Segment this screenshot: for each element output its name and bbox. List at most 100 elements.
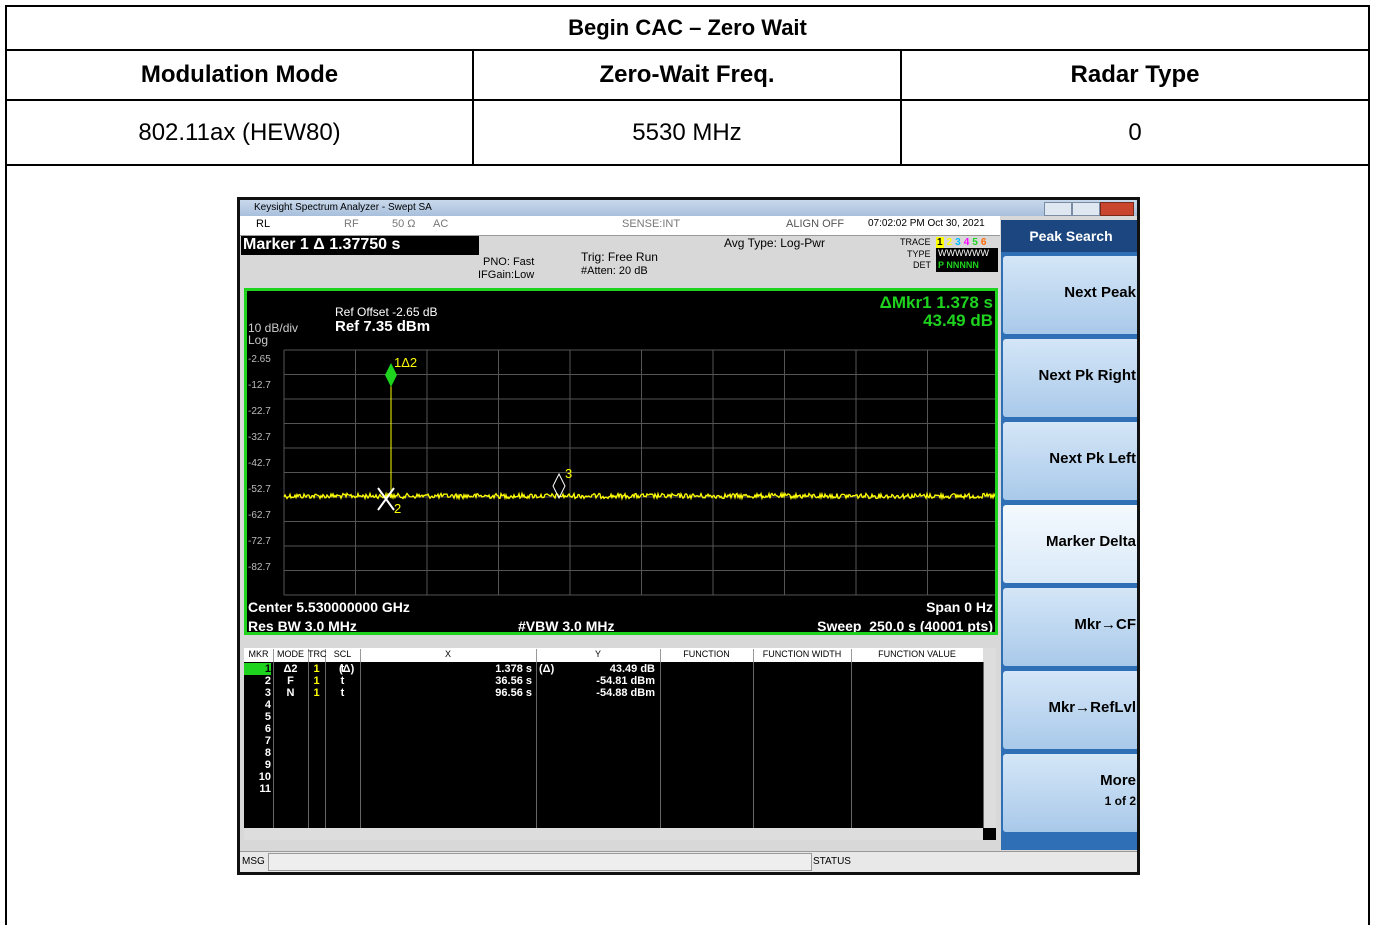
softkey-label: Next Pk Left bbox=[1049, 450, 1136, 467]
msg-label: MSG bbox=[242, 856, 265, 867]
det-value: P NNNNN bbox=[938, 260, 979, 270]
softkey-title: Peak Search bbox=[1001, 220, 1137, 252]
y-axis-label: -72.7 bbox=[248, 536, 271, 547]
scale: t bbox=[340, 675, 345, 687]
column-divider bbox=[660, 662, 661, 828]
header-cell: Modulation Mode bbox=[140, 61, 339, 88]
trace-label: TRACE bbox=[900, 237, 931, 247]
softkey-label: Next Pk Right bbox=[1038, 367, 1136, 384]
softkey[interactable]: Next Pk Right bbox=[1003, 339, 1137, 417]
row-number: 1 bbox=[244, 663, 271, 675]
column-header: FUNCTION bbox=[660, 649, 754, 662]
row-number: 7 bbox=[264, 735, 271, 747]
minimize-button[interactable] bbox=[1044, 202, 1072, 216]
softkey[interactable]: Mkr→CF bbox=[1003, 588, 1137, 666]
marker-table: MKR MODE TRC SCL X Y FUNCTION FUNCTION WIDTH FUN… bbox=[244, 648, 996, 840]
softkey[interactable]: More 1 of 2 bbox=[1003, 754, 1137, 832]
trig: Trig: Free Run bbox=[581, 250, 658, 264]
row-number: 4 bbox=[264, 699, 271, 711]
column-divider bbox=[753, 662, 754, 828]
column-divider bbox=[983, 662, 984, 828]
y-axis-label: -22.7 bbox=[248, 406, 271, 417]
cell: 5530 MHz bbox=[632, 118, 742, 146]
res-bw: Res BW 3.0 MHz bbox=[248, 618, 357, 634]
header-cell: Radar Type bbox=[1070, 61, 1200, 88]
mode: Δ2 bbox=[283, 663, 298, 675]
column-divider bbox=[536, 662, 537, 828]
border bbox=[472, 50, 474, 165]
trace: 1 bbox=[313, 687, 320, 699]
column-header: SCL bbox=[325, 649, 361, 662]
column-header: X bbox=[360, 649, 537, 662]
row-number: 3 bbox=[264, 687, 271, 699]
border bbox=[5, 5, 1370, 7]
softkey[interactable]: Next Pk Left bbox=[1003, 422, 1137, 500]
table-title: Begin CAC – Zero Wait bbox=[568, 15, 807, 40]
span: Span 0 Hz bbox=[926, 599, 993, 615]
close-button[interactable] bbox=[1100, 202, 1134, 216]
ifgain: IFGain:Low bbox=[478, 269, 535, 281]
row-number: 9 bbox=[264, 759, 271, 771]
scrollbar bbox=[983, 648, 996, 828]
scale-type: Log bbox=[248, 333, 269, 347]
vbw: #VBW 3.0 MHz bbox=[518, 618, 615, 634]
y-value: -54.81 dBm bbox=[596, 675, 655, 687]
center: Center 5.530000000 GHz bbox=[248, 599, 410, 615]
softkey[interactable]: Marker Delta bbox=[1003, 505, 1137, 583]
status-sense: SENSE:INT bbox=[622, 218, 681, 230]
softkey-label: Mkr→CF bbox=[1074, 616, 1136, 633]
h-scrollbar bbox=[244, 828, 983, 840]
softkey-page: 1 of 2 bbox=[1104, 794, 1136, 808]
column-header: MKR bbox=[244, 649, 274, 662]
marker-x bbox=[377, 487, 395, 511]
softkey-label: Marker Delta bbox=[1045, 533, 1136, 550]
y-axis-label: -32.7 bbox=[248, 432, 271, 443]
column-header: TRC bbox=[308, 649, 327, 662]
y-axis-label: -2.65 bbox=[248, 354, 271, 365]
column-divider bbox=[325, 662, 326, 828]
header-cell: Zero-Wait Freq. bbox=[599, 61, 775, 88]
x-value: 1.378 s bbox=[495, 663, 532, 675]
trace-number: 6 bbox=[980, 237, 987, 248]
x-value: 96.56 s bbox=[495, 687, 532, 699]
message-field bbox=[268, 853, 812, 871]
maximize-button[interactable] bbox=[1072, 202, 1100, 216]
trace-number: 2 bbox=[946, 237, 953, 248]
scale: t bbox=[340, 663, 345, 675]
status-coupling: AC bbox=[433, 218, 449, 230]
border bbox=[5, 5, 7, 925]
delta-value: 43.49 dB bbox=[923, 311, 993, 330]
y-axis-label: -52.7 bbox=[248, 484, 271, 495]
trace-number: 4 bbox=[963, 237, 970, 248]
column-header: FUNCTION WIDTH bbox=[753, 649, 852, 662]
ref-offset: Ref Offset -2.65 dB bbox=[335, 305, 438, 319]
y-axis-label: -42.7 bbox=[248, 458, 271, 469]
delta-marker: ΔMkr1 1.378 s bbox=[879, 293, 993, 312]
marker-label: 3 bbox=[565, 466, 573, 481]
status-datetime: 07:02:02 PM Oct 30, 2021 bbox=[868, 218, 985, 229]
softkey-panel: Peak Search Next Peak Next Pk Right Next P… bbox=[1001, 220, 1137, 850]
softkey[interactable]: Next Peak bbox=[1003, 256, 1137, 334]
y-axis-label: -82.7 bbox=[248, 562, 271, 573]
trace-number: 5 bbox=[972, 237, 978, 248]
cell: 802.11ax (HEW80) bbox=[138, 118, 341, 146]
atten: #Atten: 20 dB bbox=[581, 265, 648, 277]
mode: N bbox=[286, 687, 295, 699]
status-rf: RF bbox=[344, 218, 359, 230]
trace-box bbox=[936, 248, 998, 272]
marker-diamond bbox=[385, 363, 397, 387]
marker-diamond-outline bbox=[552, 472, 566, 500]
y-value: 43.49 dB bbox=[609, 663, 655, 675]
sweep: Sweep 250.0 s (40001 pts) bbox=[817, 618, 993, 634]
row-number: 2 bbox=[264, 675, 271, 687]
row-number: 10 bbox=[258, 771, 271, 783]
softkey[interactable]: Mkr→RefLvl bbox=[1003, 671, 1137, 749]
cell: 0 bbox=[1128, 118, 1142, 146]
table-header bbox=[244, 648, 996, 662]
border bbox=[1368, 5, 1370, 925]
det-label: DET bbox=[913, 260, 931, 270]
ref-level: Ref 7.35 dBm bbox=[335, 318, 431, 335]
x-value: 36.56 s bbox=[495, 675, 532, 687]
